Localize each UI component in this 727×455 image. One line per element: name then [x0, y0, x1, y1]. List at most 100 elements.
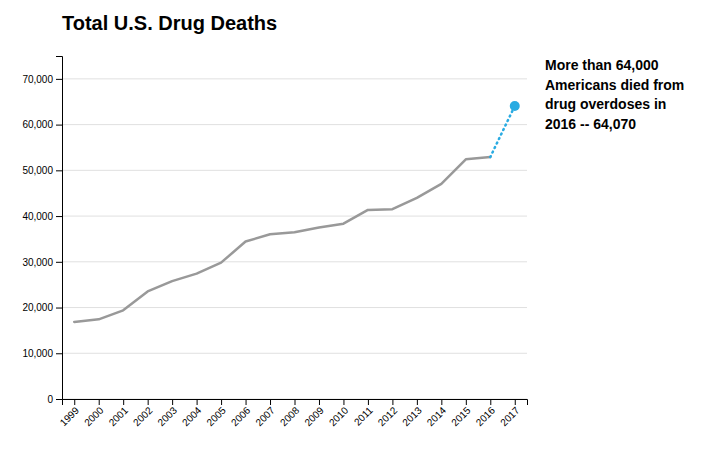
y-tick-mark [56, 353, 62, 354]
x-tick-label: 2014 [425, 404, 449, 428]
y-tick-mark [56, 308, 62, 309]
x-axis-line [63, 400, 528, 406]
y-tick-label: 10,000 [22, 348, 53, 359]
x-tick-mark [466, 399, 467, 405]
x-tick: 2011 [352, 399, 375, 428]
line [74, 157, 490, 322]
x-tick-mark [490, 399, 491, 405]
y-tick-label: 20,000 [22, 302, 53, 313]
x-tick-mark [221, 399, 222, 405]
x-tick-mark [197, 399, 198, 405]
x-tick-label: 2006 [229, 404, 253, 428]
x-tick-mark [270, 399, 271, 405]
y-tick-mark [56, 125, 62, 126]
x-tick-label: 2009 [302, 404, 326, 428]
y-tick-label: 40,000 [22, 211, 53, 222]
y-tick-mark [56, 170, 62, 171]
x-tick-label: 2015 [449, 404, 473, 428]
x-tick-label: 2005 [204, 404, 228, 428]
x-tick-mark [392, 399, 393, 405]
grid-line [62, 170, 527, 171]
x-tick: 2008 [278, 399, 302, 428]
x-tick-mark [319, 399, 320, 405]
y-tick: 40,000 [22, 211, 62, 222]
y-axis-line [56, 57, 63, 400]
y-tick: 70,000 [22, 74, 62, 85]
grid-line [62, 307, 527, 308]
x-tick-label: 2004 [180, 404, 204, 428]
grid-line [62, 261, 527, 262]
x-tick: 2015 [449, 399, 473, 428]
x-tick: 1999 [58, 399, 82, 428]
x-tick-label: 2001 [107, 404, 131, 428]
grid [62, 79, 527, 399]
y-tick: 30,000 [22, 257, 62, 268]
point [510, 101, 520, 111]
x-tick: 2009 [302, 399, 326, 428]
grid-line [62, 216, 527, 217]
annotation-line: 2016 -- 64,070 [545, 116, 636, 132]
y-tick-mark [56, 216, 62, 217]
x-tick-label: 2013 [400, 404, 424, 428]
x-tick-label: 2012 [376, 404, 400, 428]
x-tick-label: 2010 [327, 404, 351, 428]
annotation-line: Americans died from [545, 77, 684, 93]
line [490, 106, 514, 157]
x-tick: 2001 [107, 399, 131, 428]
x-tick-label: 1999 [58, 404, 82, 428]
x-tick-mark [368, 399, 369, 405]
y-tick-mark [56, 262, 62, 263]
x-tick: 2013 [400, 399, 424, 428]
x-tick-label: 2011 [352, 404, 375, 427]
y-tick-label: 50,000 [22, 165, 53, 176]
x-tick: 2000 [82, 399, 106, 428]
x-tick-mark [172, 399, 173, 405]
x-tick-mark [417, 399, 418, 405]
x-tick: 2007 [253, 399, 277, 428]
x-tick: 2002 [131, 399, 155, 428]
x-tick: 2016 [474, 399, 498, 428]
x-tick-label: 2003 [155, 404, 179, 428]
y-tick-mark [56, 79, 62, 80]
x-tick-mark [295, 399, 296, 405]
y-tick: 10,000 [22, 348, 62, 359]
x-tick-mark [74, 399, 75, 405]
x-tick-label: 2017 [498, 404, 522, 428]
y-tick-label: 60,000 [22, 119, 53, 130]
marks [74, 101, 520, 322]
y-axis: 0 10,000 20,000 30,000 40,000 50,000 60,000 70,… [22, 57, 62, 405]
annotation: More than 64,000 Americans died from drug … [545, 57, 684, 132]
y-tick: 0 [47, 394, 62, 405]
x-tick: 2014 [425, 399, 449, 428]
y-tick-label: 30,000 [22, 257, 53, 268]
x-tick: 2006 [229, 399, 253, 428]
y-tick-label: 0 [47, 394, 53, 405]
x-axis: 1999200020012002200320042005200620072008… [58, 399, 528, 428]
x-tick-mark [441, 399, 442, 405]
x-tick: 2003 [155, 399, 179, 428]
annotation-line: drug overdoses in [545, 96, 666, 112]
x-tick: 2004 [180, 399, 204, 428]
grid-line [62, 78, 527, 79]
x-tick: 2017 [498, 399, 522, 428]
x-tick-mark [99, 399, 100, 405]
x-tick-mark [123, 399, 124, 405]
x-tick: 2005 [204, 399, 228, 428]
x-tick-mark [148, 399, 149, 405]
x-tick-label: 2000 [82, 404, 106, 428]
x-tick: 2012 [376, 399, 400, 428]
y-tick: 60,000 [22, 119, 62, 130]
x-tick-mark [515, 399, 516, 405]
annotation-line: More than 64,000 [545, 57, 659, 73]
x-tick-label: 2007 [253, 404, 277, 428]
grid-line [62, 353, 527, 354]
y-tick-label: 70,000 [22, 74, 53, 85]
y-tick: 50,000 [22, 165, 62, 176]
x-tick-label: 2008 [278, 404, 302, 428]
x-tick-mark [246, 399, 247, 405]
y-tick-mark [56, 399, 62, 400]
x-tick-label: 2002 [131, 404, 155, 428]
x-tick: 2010 [327, 399, 351, 428]
grid-line [62, 124, 527, 125]
plot: 0 10,000 20,000 30,000 40,000 50,000 60,000 70,… [22, 57, 527, 429]
